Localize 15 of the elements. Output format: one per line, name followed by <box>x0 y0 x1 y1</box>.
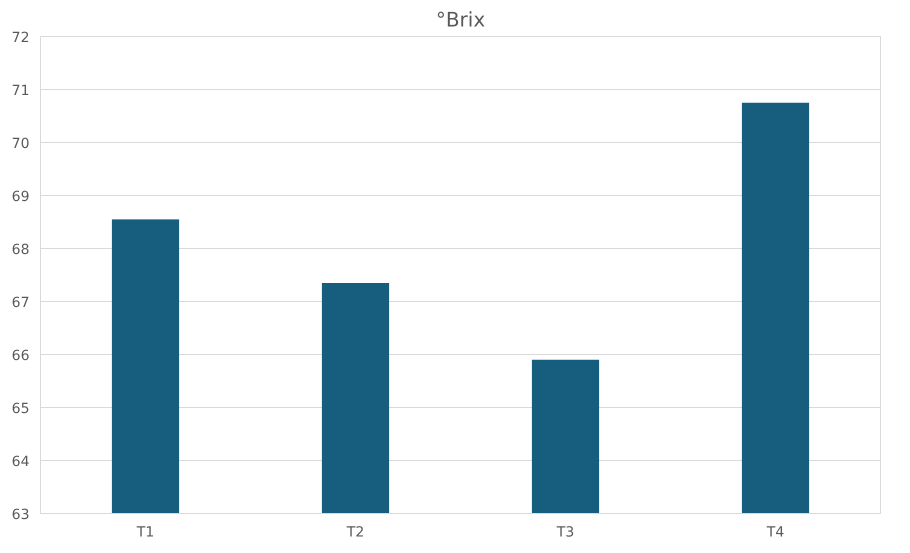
y-tick-label: 68 <box>12 242 30 258</box>
y-tick-label: 69 <box>12 189 30 205</box>
chart-title: °Brix <box>436 8 486 32</box>
x-tick-label: T4 <box>766 524 784 540</box>
y-tick-label: 70 <box>12 136 30 152</box>
x-tick-label: T3 <box>556 524 574 540</box>
y-tick-label: 71 <box>12 83 30 99</box>
y-tick-label: 65 <box>12 401 30 417</box>
x-tick-label: T2 <box>346 524 364 540</box>
y-tick-label: 67 <box>12 295 30 311</box>
y-tick-label: 64 <box>12 454 30 470</box>
y-tick-label: 72 <box>12 30 30 46</box>
y-tick-label: 66 <box>12 348 30 364</box>
x-tick-label: T1 <box>136 524 154 540</box>
y-tick-label: 63 <box>12 507 30 523</box>
